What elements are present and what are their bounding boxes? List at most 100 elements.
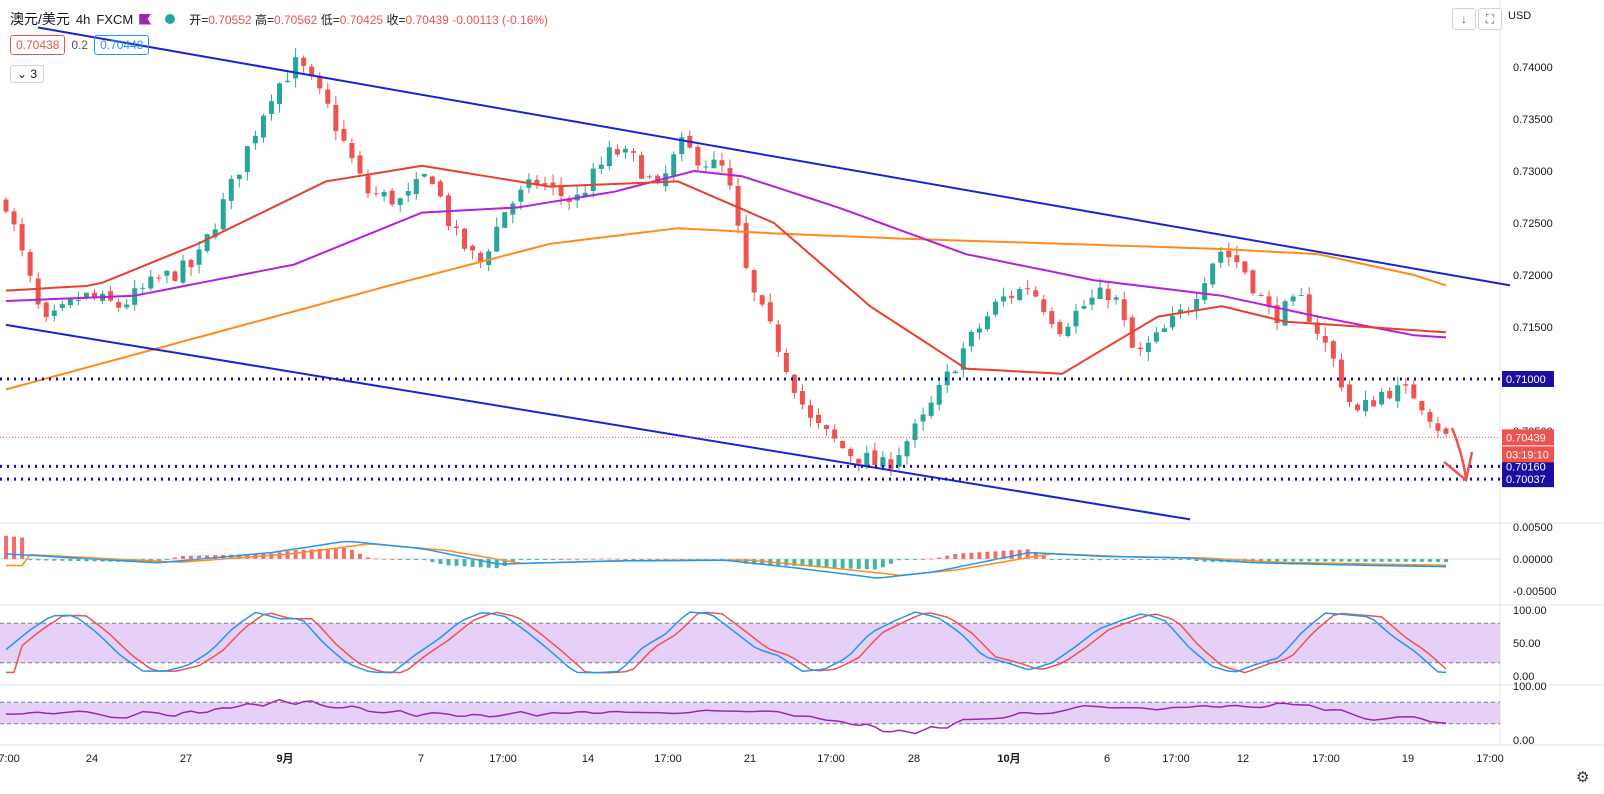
macd-hist-bar [969, 552, 974, 559]
candle-body [285, 80, 291, 83]
symbol-name[interactable]: 澳元/美元 [10, 11, 70, 27]
gear-icon[interactable]: ⚙ [1576, 769, 1590, 786]
macd-hist-bar [1202, 559, 1207, 562]
candle-body [1017, 288, 1023, 300]
time-tick-label: 9月 [276, 752, 293, 765]
candle-body [1355, 404, 1361, 411]
candle-body [220, 199, 226, 230]
countdown-label: 03:19:10 [1506, 449, 1549, 461]
macd-hist-bar [1444, 559, 1448, 562]
candle-body [719, 160, 725, 166]
studies-toggle[interactable]: ⌄ 3 [10, 65, 45, 83]
macd-hist-bar [414, 559, 419, 560]
rsi-band [0, 702, 1500, 724]
macd-hist-bar [390, 558, 395, 560]
candle-body [27, 252, 33, 276]
buy-button[interactable]: 0.70448 [94, 35, 150, 55]
candle-body [301, 57, 307, 66]
candle-body [880, 457, 886, 467]
candle-body [1057, 322, 1063, 335]
macd-hist-bar [4, 535, 8, 559]
candle-body [727, 168, 733, 186]
macd-histogram [4, 535, 1448, 570]
candle-body [630, 151, 636, 153]
candle-body [349, 143, 355, 159]
macd-hist-bar [816, 559, 821, 568]
candle-body [832, 429, 838, 439]
candle-body [872, 450, 878, 465]
candle-body [1178, 309, 1184, 313]
candle-body [1105, 288, 1111, 301]
macd-hist-bar [695, 559, 700, 560]
candle-body [357, 155, 363, 174]
ma-orange-line [5, 227, 1447, 391]
candle-body [695, 146, 701, 166]
macd-hist-bar [68, 559, 73, 561]
flag-icon[interactable] [139, 13, 152, 25]
fullscreen-icon[interactable]: ⛶ [1478, 8, 1502, 30]
candle-body [1403, 384, 1409, 386]
sell-button[interactable]: 0.70438 [10, 35, 66, 55]
candle-body [188, 259, 194, 268]
level-price-label: 0.71000 [1506, 374, 1546, 386]
candle-body [293, 57, 299, 79]
macd-hist-bar [325, 548, 330, 559]
macd-hist-bar [446, 559, 451, 566]
channel-upper-line [37, 26, 1511, 287]
candle-body [1137, 347, 1143, 350]
level-price-label: 0.70160 [1506, 461, 1546, 473]
forecast-arrow [1450, 427, 1468, 479]
candle-body [799, 391, 805, 405]
macd-hist-bar [366, 557, 371, 559]
time-tick-label: 17:00 [489, 753, 517, 765]
candle-body [1443, 428, 1449, 434]
macd-hist-bar [856, 559, 861, 569]
macd-hist-bar [398, 559, 403, 560]
candle-body [486, 251, 492, 266]
candle-body [783, 352, 789, 372]
candle-body [164, 270, 170, 276]
macd-hist-bar [1073, 559, 1078, 560]
time-tick-label: 27 [180, 753, 192, 765]
candle-body [888, 459, 894, 470]
candle-body [317, 75, 323, 89]
candle-body [647, 176, 653, 178]
candle-body [1202, 283, 1208, 301]
low-label: 低= [320, 12, 340, 27]
macd-hist-bar [28, 559, 33, 561]
candle-body [510, 203, 516, 215]
candle-body [848, 449, 854, 456]
candle-body [1282, 301, 1288, 326]
candle-body [1169, 315, 1175, 328]
candle-body [1250, 270, 1256, 294]
macd-hist-bar [1122, 559, 1127, 560]
time-tick-label: 24 [86, 753, 98, 765]
spread: 0.2 [71, 38, 89, 52]
candle-body [1033, 290, 1039, 297]
ohlc-values: 开=0.70552 高=0.70562 低=0.70425 收=0.70439 … [189, 11, 548, 28]
time-tick-label: 17:00 [1162, 753, 1190, 765]
macd-hist-bar [800, 559, 805, 567]
time-tick-label: 28 [908, 753, 920, 765]
time-tick-label: 17:00 [1312, 753, 1340, 765]
candle-body [671, 154, 677, 176]
open-label: 开= [189, 12, 209, 27]
macd-hist-bar [172, 557, 177, 559]
level-price-label: 0.70037 [1506, 474, 1546, 486]
macd-hist-bar [711, 559, 716, 560]
candle-body [984, 316, 990, 330]
candle-body [558, 186, 564, 197]
candle-body [67, 298, 73, 306]
interval[interactable]: 4h [75, 11, 91, 27]
candle-body [775, 324, 781, 352]
candle-body [1089, 297, 1095, 305]
arrow-down-icon[interactable]: ↓ [1452, 8, 1476, 30]
candle-body [663, 173, 669, 187]
candle-body [590, 168, 596, 191]
macd-hist-bar [189, 555, 194, 559]
candle-body [896, 455, 902, 467]
macd-hist-bar [1178, 559, 1183, 560]
candle-body [437, 181, 443, 197]
